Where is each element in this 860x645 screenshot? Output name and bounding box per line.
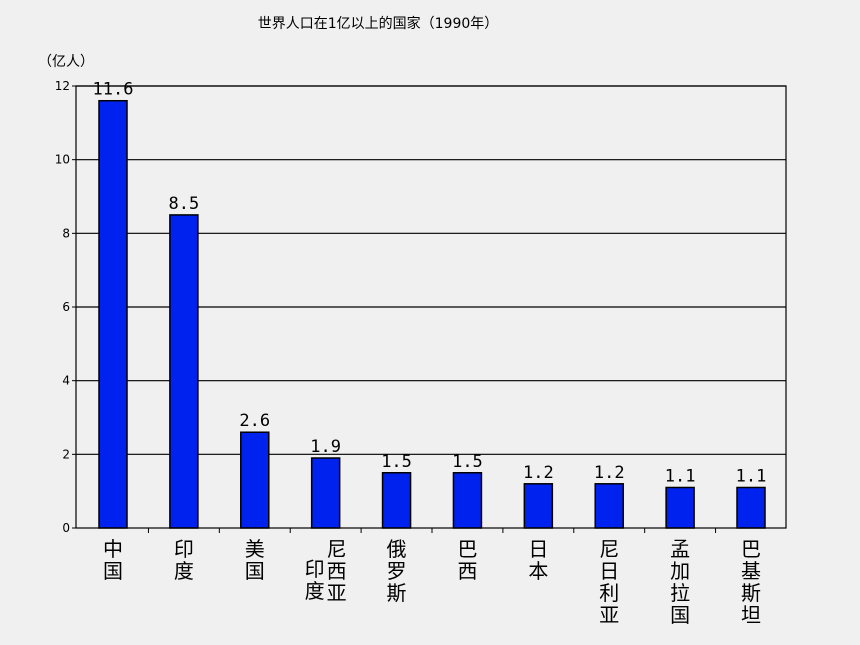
- bar: [665, 486, 695, 529]
- x-category-label: 巴基斯坦: [741, 537, 761, 627]
- x-category-label: 俄罗斯: [387, 537, 407, 605]
- x-category-label: 孟加拉国: [670, 537, 690, 627]
- x-category-label: 尼日利亚: [599, 537, 619, 627]
- bar: [240, 431, 270, 529]
- data-label: 1.1: [736, 466, 767, 486]
- plot-area-frame: [75, 85, 787, 529]
- data-label: 1.5: [381, 452, 412, 472]
- y-tick-label: 12: [55, 79, 70, 93]
- data-label: 8.5: [169, 194, 200, 214]
- bar: [523, 483, 554, 529]
- data-label: 1.1: [665, 466, 696, 486]
- y-tick-label: 8: [62, 226, 70, 240]
- bars: [98, 99, 766, 529]
- bar: [310, 457, 341, 529]
- chart-title: 世界人口在1亿以上的国家（1990年）: [258, 15, 499, 32]
- x-category-label: 印度: [174, 537, 194, 583]
- bar: [98, 99, 128, 529]
- data-label: 1.5: [452, 452, 483, 472]
- bar: [736, 486, 766, 529]
- x-category-label: 尼西亚: [327, 537, 347, 605]
- y-tick-label: 6: [62, 300, 70, 314]
- bar: [594, 483, 624, 529]
- y-tick-label: 2: [62, 447, 70, 461]
- y-tick-label: 4: [62, 374, 70, 388]
- x-category-label: 印度: [305, 557, 325, 603]
- y-axis-unit-label: （亿人）: [38, 54, 94, 70]
- bar: [452, 472, 483, 529]
- y-tick-label: 0: [62, 521, 70, 535]
- axes: [72, 85, 787, 533]
- data-label: 11.6: [93, 80, 134, 100]
- bar: [169, 214, 199, 529]
- data-label: 1.9: [310, 437, 341, 457]
- y-tick-label: 10: [55, 153, 70, 167]
- x-category-label: 日本: [528, 537, 548, 583]
- x-category-label: 中国: [103, 537, 123, 583]
- x-category-label: 美国: [245, 537, 265, 583]
- bar: [381, 472, 412, 529]
- data-label: 1.2: [523, 463, 554, 483]
- data-label: 2.6: [239, 411, 270, 431]
- data-label: 1.2: [594, 463, 625, 483]
- x-category-label: 巴西: [457, 537, 477, 583]
